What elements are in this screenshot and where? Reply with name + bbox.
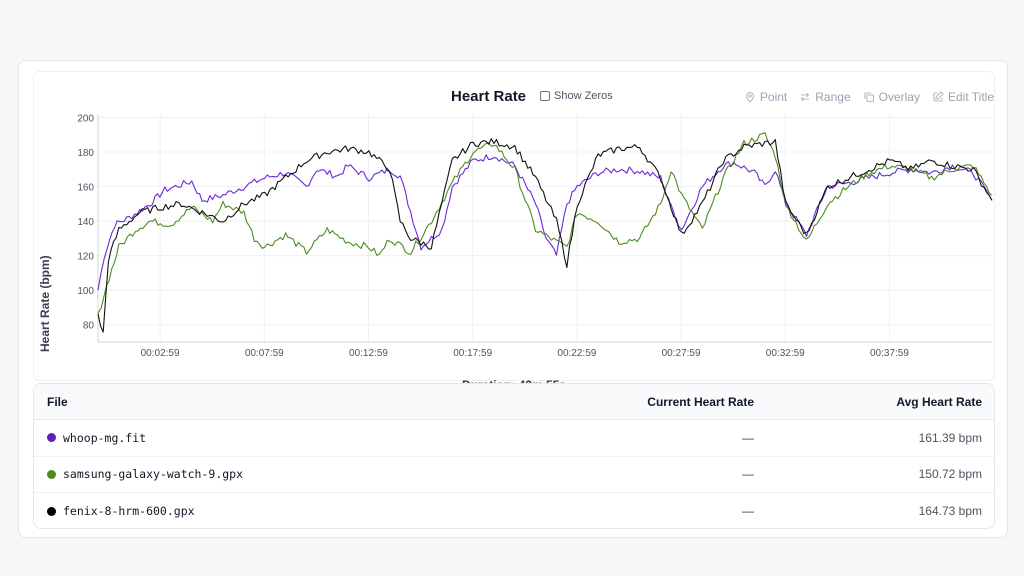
heart-rate-card: Heart Rate Show Zeros Point Range Overla… bbox=[18, 60, 1008, 538]
edit-icon bbox=[933, 91, 944, 102]
overlay-tool-label: Overlay bbox=[878, 90, 920, 104]
x-tick-label: 00:22:59 bbox=[557, 348, 596, 359]
x-tick-label: 00:07:59 bbox=[245, 348, 284, 359]
map-pin-icon bbox=[745, 92, 754, 103]
overlay-icon bbox=[864, 92, 874, 102]
chart-title: Heart Rate bbox=[451, 88, 527, 105]
edit-title-button[interactable]: Edit Title bbox=[932, 90, 994, 104]
samsung-series-line bbox=[97, 132, 993, 314]
x-tick-label: 00:32:59 bbox=[766, 348, 805, 359]
point-tool-button[interactable]: Point bbox=[744, 90, 787, 104]
file-cell: samsung-galaxy-watch-9.gpx bbox=[34, 467, 514, 481]
series-color-dot bbox=[47, 433, 56, 443]
current-hr-value: — bbox=[742, 430, 754, 445]
file-column-header: File bbox=[47, 394, 68, 409]
show-zeros-label: Show Zeros bbox=[554, 90, 613, 102]
y-tick-label: 140 bbox=[77, 217, 94, 228]
file-name: whoop-mg.fit bbox=[63, 430, 147, 445]
file-name: fenix-8-hrm-600.gpx bbox=[63, 504, 195, 519]
x-tick-label: 00:27:59 bbox=[662, 348, 701, 359]
y-tick-label: 180 bbox=[77, 148, 94, 159]
x-tick-label: 00:12:59 bbox=[349, 348, 388, 359]
current-hr-column-header: Current Heart Rate bbox=[647, 394, 754, 409]
file-table: File Current Heart Rate Avg Heart Rate w… bbox=[33, 383, 995, 529]
y-tick-label: 100 bbox=[77, 286, 94, 297]
file-cell: whoop-mg.fit bbox=[34, 431, 514, 445]
file-cell: fenix-8-hrm-600.gpx bbox=[34, 504, 514, 518]
range-tool-button[interactable]: Range bbox=[799, 90, 851, 104]
avg-hr-column-header: Avg Heart Rate bbox=[896, 394, 982, 409]
whoop-series-line bbox=[97, 154, 993, 291]
file-name: samsung-galaxy-watch-9.gpx bbox=[63, 467, 244, 482]
range-tool-label: Range bbox=[815, 90, 851, 104]
y-tick-label: 160 bbox=[77, 183, 94, 194]
chart-header: Heart Rate Show Zeros Point Range Overla… bbox=[34, 86, 994, 110]
table-row[interactable]: samsung-galaxy-watch-9.gpx — 150.72 bpm bbox=[34, 457, 994, 493]
fenix-series-line bbox=[97, 138, 993, 333]
table-header: File Current Heart Rate Avg Heart Rate bbox=[34, 384, 994, 420]
checkbox-icon[interactable] bbox=[540, 91, 550, 101]
range-arrows-icon bbox=[801, 92, 810, 102]
current-hr-value: — bbox=[742, 504, 754, 519]
heart-rate-chart[interactable]: 80 100 120 140 160 180 200 00:02:59 00:07:59 00:1… bbox=[34, 72, 996, 372]
y-axis-label: Heart Rate (bpm) bbox=[38, 255, 52, 352]
table-row[interactable]: whoop-mg.fit — 161.39 bpm bbox=[34, 420, 994, 457]
x-tick-label: 00:37:59 bbox=[870, 348, 909, 359]
avg-hr-value: 150.72 bpm bbox=[918, 467, 982, 482]
y-tick-label: 80 bbox=[83, 321, 95, 332]
avg-hr-value: 161.39 bpm bbox=[918, 430, 982, 445]
series-color-dot bbox=[47, 469, 56, 479]
point-tool-label: Point bbox=[759, 90, 788, 104]
table-row[interactable]: fenix-8-hrm-600.gpx — 164.73 bpm bbox=[34, 493, 994, 528]
series-color-dot bbox=[47, 506, 56, 516]
overlay-tool-button[interactable]: Overlay bbox=[863, 90, 920, 104]
y-tick-label: 120 bbox=[77, 252, 94, 263]
edit-title-label: Edit Title bbox=[947, 90, 994, 104]
current-hr-value: — bbox=[742, 467, 754, 482]
x-tick-label: 00:17:59 bbox=[453, 348, 492, 359]
y-tick-label: 200 bbox=[77, 113, 94, 124]
show-zeros-toggle[interactable]: Show Zeros bbox=[540, 90, 613, 102]
chart-panel: Heart Rate Show Zeros Point Range Overla… bbox=[33, 71, 996, 392]
chart-toolbar: Point Range Overlay Edit Title bbox=[744, 90, 994, 104]
x-tick-label: 00:02:59 bbox=[141, 348, 180, 359]
avg-hr-value: 164.73 bpm bbox=[918, 504, 982, 519]
